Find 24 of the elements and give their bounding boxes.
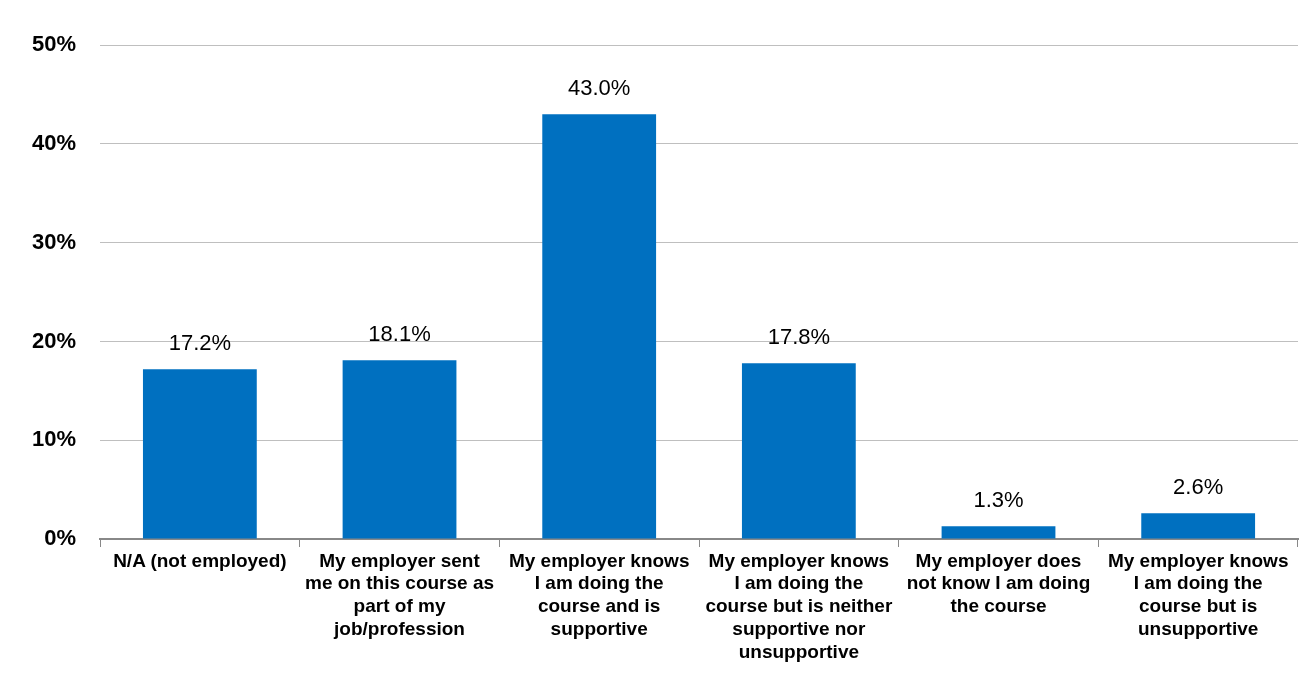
data-label: 2.6% bbox=[1173, 474, 1224, 500]
data-label: 17.2% bbox=[168, 330, 232, 356]
bar bbox=[542, 114, 657, 539]
x-tick-label: N/A (not employed) bbox=[113, 549, 287, 571]
y-tick-label: 10% bbox=[31, 426, 77, 452]
data-label: 43.0% bbox=[567, 75, 631, 101]
y-tick-label: 40% bbox=[31, 130, 77, 156]
x-tick-label: My employer does not know I am doing the course bbox=[906, 549, 1091, 617]
bar bbox=[142, 369, 257, 539]
data-label: 1.3% bbox=[973, 487, 1024, 513]
x-tick-label: My employer knows I am doing the course but is unsupportive bbox=[1107, 549, 1289, 640]
x-tick-label: My employer sent me on this course as part of my job/profession bbox=[305, 549, 495, 640]
data-label: 18.1% bbox=[368, 321, 431, 347]
y-tick-label: 20% bbox=[31, 327, 77, 353]
bar bbox=[1141, 513, 1256, 539]
x-tick-label: My employer knows I am doing the course but is neither supportive nor unsupportive bbox=[705, 549, 893, 662]
bar bbox=[741, 363, 856, 539]
data-label: 17.8% bbox=[767, 324, 831, 350]
x-tick-label: My employer knows I am doing the course and is supportive bbox=[508, 549, 690, 640]
y-tick-label: 50% bbox=[31, 31, 77, 57]
bar bbox=[342, 360, 457, 539]
bar bbox=[941, 526, 1056, 539]
y-tick-label: 0% bbox=[44, 525, 77, 551]
y-tick-label: 30% bbox=[31, 228, 77, 254]
